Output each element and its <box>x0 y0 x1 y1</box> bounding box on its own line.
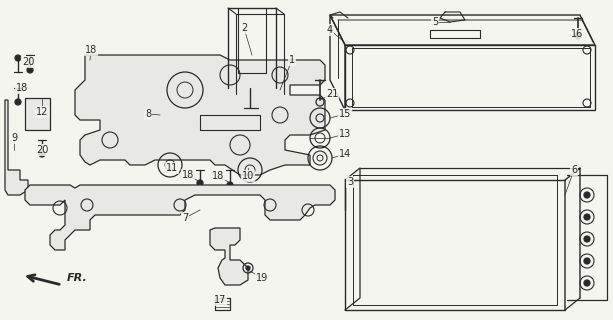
Text: 12: 12 <box>36 107 48 117</box>
Text: 18: 18 <box>212 171 224 181</box>
Text: 15: 15 <box>339 109 351 119</box>
Text: 10: 10 <box>242 171 254 181</box>
Text: 1: 1 <box>289 55 295 65</box>
Circle shape <box>246 266 250 270</box>
Text: 2: 2 <box>241 23 247 33</box>
Polygon shape <box>210 228 248 285</box>
Text: 17: 17 <box>214 295 226 305</box>
Text: 8: 8 <box>145 109 151 119</box>
Circle shape <box>584 236 590 242</box>
Circle shape <box>575 33 581 39</box>
Polygon shape <box>75 55 325 175</box>
Text: 11: 11 <box>166 163 178 173</box>
Polygon shape <box>25 185 335 250</box>
Text: 14: 14 <box>339 149 351 159</box>
Circle shape <box>584 192 590 198</box>
Text: 16: 16 <box>571 29 583 39</box>
Circle shape <box>227 182 233 188</box>
Circle shape <box>15 55 21 61</box>
Text: 7: 7 <box>182 213 188 223</box>
Text: 20: 20 <box>36 145 48 155</box>
Text: 13: 13 <box>339 129 351 139</box>
Text: 18: 18 <box>16 83 28 93</box>
Polygon shape <box>5 100 28 195</box>
Circle shape <box>27 67 33 73</box>
Circle shape <box>15 99 21 105</box>
Circle shape <box>584 258 590 264</box>
Polygon shape <box>25 98 50 130</box>
Text: 18: 18 <box>85 45 97 55</box>
Text: 20: 20 <box>22 57 34 67</box>
Text: 18: 18 <box>182 170 194 180</box>
Circle shape <box>584 280 590 286</box>
Text: 9: 9 <box>11 133 17 143</box>
Circle shape <box>197 180 203 186</box>
Circle shape <box>39 151 45 157</box>
Text: 4: 4 <box>327 25 333 35</box>
Text: 6: 6 <box>571 165 577 175</box>
Circle shape <box>584 214 590 220</box>
Text: 21: 21 <box>326 89 338 99</box>
Text: FR.: FR. <box>67 273 88 283</box>
Text: 5: 5 <box>432 17 438 27</box>
Text: 3: 3 <box>347 177 353 187</box>
Text: 19: 19 <box>256 273 268 283</box>
